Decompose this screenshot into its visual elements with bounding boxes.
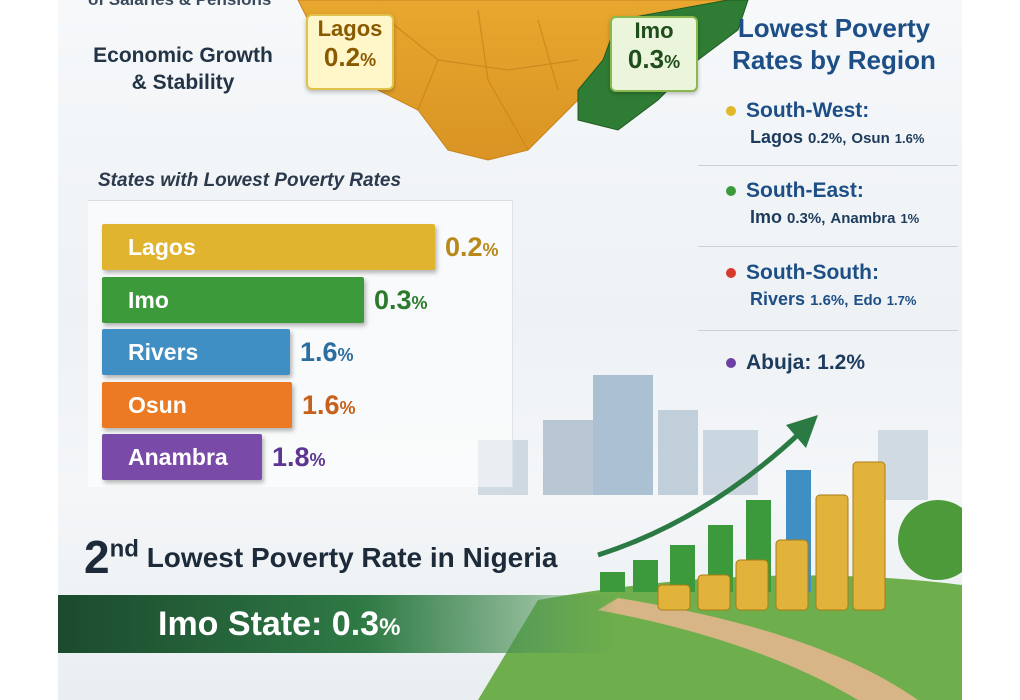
bar-value: 1.6% — [300, 337, 354, 367]
map-callout-imo: Imo 0.3% — [610, 16, 698, 92]
bar-imo: Imo — [102, 276, 364, 323]
growth-arrow — [597, 428, 805, 558]
bar-lagos: Lagos — [102, 224, 435, 270]
bar-anambra: Anambra — [102, 434, 262, 480]
rank-heading: 2nd Lowest Poverty Rate in Nigeria — [84, 531, 558, 583]
banner-text: Imo State: 0.3% — [158, 605, 401, 643]
dirt-path — [598, 598, 918, 700]
economic-growth-label: Economic Growth & Stability — [93, 44, 273, 94]
chart-title: States with Lowest Poverty Rates — [98, 170, 402, 191]
callout-name: Lagos — [317, 16, 383, 41]
region-values: Lagos 0.2%, Osun 1.6% — [750, 127, 925, 147]
bar-osun: Osun — [102, 381, 292, 428]
map-callout-lagos: Lagos 0.2% — [306, 14, 394, 90]
region-values: Imo 0.3%, Anambra 1% — [750, 207, 920, 227]
bar-value: 0.2% — [445, 232, 499, 262]
banner-bar — [58, 595, 618, 653]
bullet-icon — [726, 358, 736, 369]
right-panel-title: Lowest Poverty Rates by Region — [732, 13, 936, 75]
callout-name: Imo — [634, 18, 674, 43]
bullet-icon — [726, 106, 736, 117]
bar-value: 1.6% — [302, 389, 356, 420]
bar-value: 1.8% — [272, 442, 326, 472]
divider — [698, 165, 958, 166]
divider — [698, 330, 958, 331]
region-name: South-South: — [726, 260, 956, 286]
region-south-south: South-South: Rivers 1.6%, Edo 1.7% — [726, 260, 956, 314]
coin-stacks — [657, 461, 886, 611]
top-cut-text: of Salaries & Pensions — [88, 0, 271, 10]
bar-rivers: Rivers — [102, 329, 290, 375]
region-values: Rivers 1.6%, Edo 1.7% — [750, 289, 917, 309]
bar-value: 0.3% — [374, 284, 428, 315]
region-south-east: South-East: Imo 0.3%, Anambra 1% — [726, 178, 956, 232]
map-border-lines — [387, 9, 579, 151]
arrow-head-icon — [786, 415, 818, 448]
tree-icon — [898, 500, 962, 580]
bullet-icon — [726, 186, 736, 197]
region-south-west: South-West: Lagos 0.2%, Osun 1.6% — [726, 98, 956, 152]
divider — [698, 246, 958, 247]
bullet-icon — [726, 268, 736, 279]
bar-list: Lagos 0.2% Imo 0.3% Rivers 1.6% Osun 1.6% Anambr… — [58, 0, 962, 700]
callout-value: 0.3% — [627, 44, 681, 74]
region-name: South-East: — [726, 178, 956, 204]
region-name: South-West: — [726, 98, 956, 124]
region-name: Abuja: 1.2% — [726, 350, 956, 376]
infographic: of Salaries & Pensions Economic Growth &… — [58, 0, 962, 700]
callout-value: 0.2% — [323, 42, 377, 72]
region-abuja: Abuja: 1.2% — [726, 350, 956, 376]
